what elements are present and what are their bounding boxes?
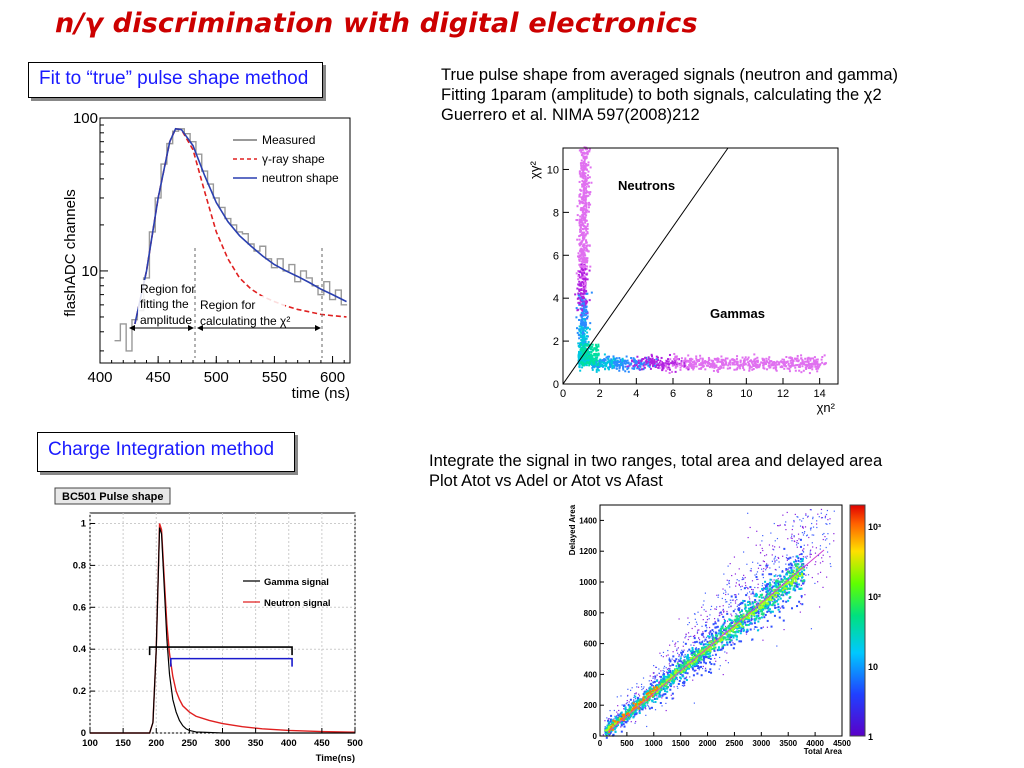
c1-legend-measured: Measured [262, 133, 315, 147]
c4-colorbar [849, 504, 866, 737]
c2-ylabel: χγ² [527, 161, 542, 179]
charge-desc-line-2: Plot Atot vs Adel or Atot vs Afast [429, 472, 663, 490]
c4-colorbar-label: 10 [868, 662, 878, 672]
fit-desc-line-2: Fitting 1param (amplitude) to both signa… [441, 86, 882, 104]
c1-series-measured [114, 128, 348, 352]
c2-xtick-label: 6 [670, 388, 676, 400]
c3-xtick-label: 250 [181, 738, 197, 749]
c2-label-neutrons: Neutrons [618, 178, 675, 193]
c2-xtick-label: 10 [740, 388, 752, 400]
charge-desc-line-1: Integrate the signal in two ranges, tota… [429, 452, 883, 470]
c3-legend-neutron: Neutron signal [264, 598, 331, 609]
c3-xtick-label: 100 [82, 738, 98, 749]
pulse-fit-chart: 400 450 500 550 600 10 100 flashADC channels t… [62, 110, 351, 402]
c1-legend-neutron: neutron shape [262, 171, 339, 185]
c1-legend: Measured γ-ray shape neutron shape [233, 133, 339, 185]
charge-description: Integrate the signal in two ranges, tota… [429, 451, 882, 491]
fit-description: True pulse shape from averaged signals (… [441, 65, 898, 125]
bc501-chart: BC501 Pulse shape 100 150 200 250 300 350 400 4… [54, 487, 363, 764]
c2-ytick-label: 10 [547, 164, 559, 176]
c4-xtick-label: 4000 [806, 739, 824, 748]
c2-xtick-label: 2 [597, 388, 603, 400]
fit-desc-line-3: Guerrero et al. NIMA 597(2008)212 [441, 106, 700, 124]
c2-ytick-label: 2 [553, 336, 559, 348]
c2-ytick-label: 4 [553, 293, 559, 305]
c3-ytick-label: 1 [81, 518, 87, 529]
c2-label-gammas: Gammas [710, 306, 765, 321]
c2-xtick-label: 0 [560, 388, 566, 400]
c2-xlabel: χn² [817, 400, 836, 415]
c4-xlabel: Total Area [804, 747, 843, 756]
c4-xtick-label: 1500 [672, 739, 690, 748]
c1-xtick-label: 550 [262, 369, 287, 386]
c1-xtick-label: 400 [87, 369, 112, 386]
c4-ytick-label: 1200 [579, 547, 597, 556]
c1-ylabel: flashADC channels [62, 189, 79, 317]
c4-xtick-label: 500 [620, 739, 634, 748]
fit-desc-line-1: True pulse shape from averaged signals (… [441, 66, 899, 84]
c4-xtick-label: 1000 [645, 739, 663, 748]
c1-xtick-label: 450 [146, 369, 171, 386]
c3-series-gamma [90, 527, 355, 734]
c1-legend-gamma: γ-ray shape [262, 152, 325, 166]
area-heatmap-chart: 0 500 1000 1500 2000 2500 3000 3500 4000 4500 0 200… [568, 504, 881, 756]
c3-legend: Gamma signal Neutron signal [243, 577, 331, 609]
c3-ytick-label: 0 [81, 728, 86, 739]
c4-xtick-label: 3500 [779, 739, 797, 748]
c4-xtick-label: 0 [598, 739, 603, 748]
c2-ytick-label: 6 [553, 250, 559, 262]
c2-diagonal-line [562, 147, 729, 385]
c1-xtick-label: 500 [204, 369, 229, 386]
c1-annotation-chi2: Region for calculating the χ² [200, 298, 290, 328]
c3-xtick-label: 500 [347, 738, 363, 749]
slide-title: n/γ discrimination with digital electron… [55, 8, 698, 39]
c3-xtick-label: 450 [314, 738, 330, 749]
c3-ytick-label: 0.2 [73, 686, 86, 697]
c3-ytick-label: 0.4 [73, 644, 87, 655]
c3-ytick-label: 0.6 [73, 602, 86, 613]
c4-ytick-label: 0 [593, 732, 598, 741]
c3-bracket-delayed [170, 657, 293, 667]
c3-xlabel: Time(ns) [316, 753, 355, 764]
c3-legend-gamma: Gamma signal [264, 577, 329, 588]
c3-xtick-label: 400 [281, 738, 297, 749]
c4-colorbar-label: 10² [868, 592, 881, 602]
c4-ytick-label: 800 [584, 609, 598, 618]
c4-xtick-label: 3000 [752, 739, 770, 748]
c4-ytick-label: 1400 [579, 516, 597, 525]
c4-ytick-label: 600 [584, 640, 598, 649]
c1-series-neutron [134, 127, 347, 325]
c3-ytick-label: 0.8 [73, 560, 86, 571]
c4-ytick-label: 200 [584, 701, 598, 710]
c3-title: BC501 Pulse shape [62, 491, 164, 503]
chi2-scatter-chart: 0 2 4 6 8 10 12 14 0 2 4 6 8 10 Neutrons Gammas χn² χ… [527, 146, 839, 415]
c2-xtick-label: 4 [633, 388, 639, 400]
c3-xtick-label: 300 [215, 738, 231, 749]
c4-xtick-label: 2500 [726, 739, 744, 748]
c3-xtick-label: 350 [248, 738, 264, 749]
c3-xtick-label: 200 [148, 738, 164, 749]
c2-xtick-label: 8 [707, 388, 713, 400]
c4-colorbar-label: 1 [868, 732, 873, 742]
c2-ytick-label: 0 [553, 379, 559, 391]
c4-xtick-label: 2000 [699, 739, 717, 748]
c2-ytick-label: 8 [553, 207, 559, 219]
c2-xtick-label: 12 [777, 388, 789, 400]
fit-method-label: Fit to “true” pulse shape method [28, 62, 324, 98]
charge-method-label: Charge Integration method [37, 432, 296, 472]
c4-colorbar-label: 10³ [868, 522, 881, 532]
c1-ytick-label: 10 [81, 263, 98, 280]
c4-ytick-label: 1000 [579, 578, 597, 587]
c4-ylabel: Delayed Area [568, 504, 577, 555]
c1-annotation-fit: Region for fitting the amplitude [140, 282, 195, 327]
c2-xtick-label: 14 [814, 388, 826, 400]
c3-xtick-label: 150 [115, 738, 131, 749]
c1-xlabel: time (ns) [292, 385, 350, 402]
c1-xtick-label: 600 [320, 369, 345, 386]
c4-ytick-label: 400 [584, 670, 598, 679]
c1-ytick-label: 100 [73, 110, 98, 127]
c4-xtick-label: 4500 [833, 739, 851, 748]
c3-bracket-total [148, 646, 293, 656]
